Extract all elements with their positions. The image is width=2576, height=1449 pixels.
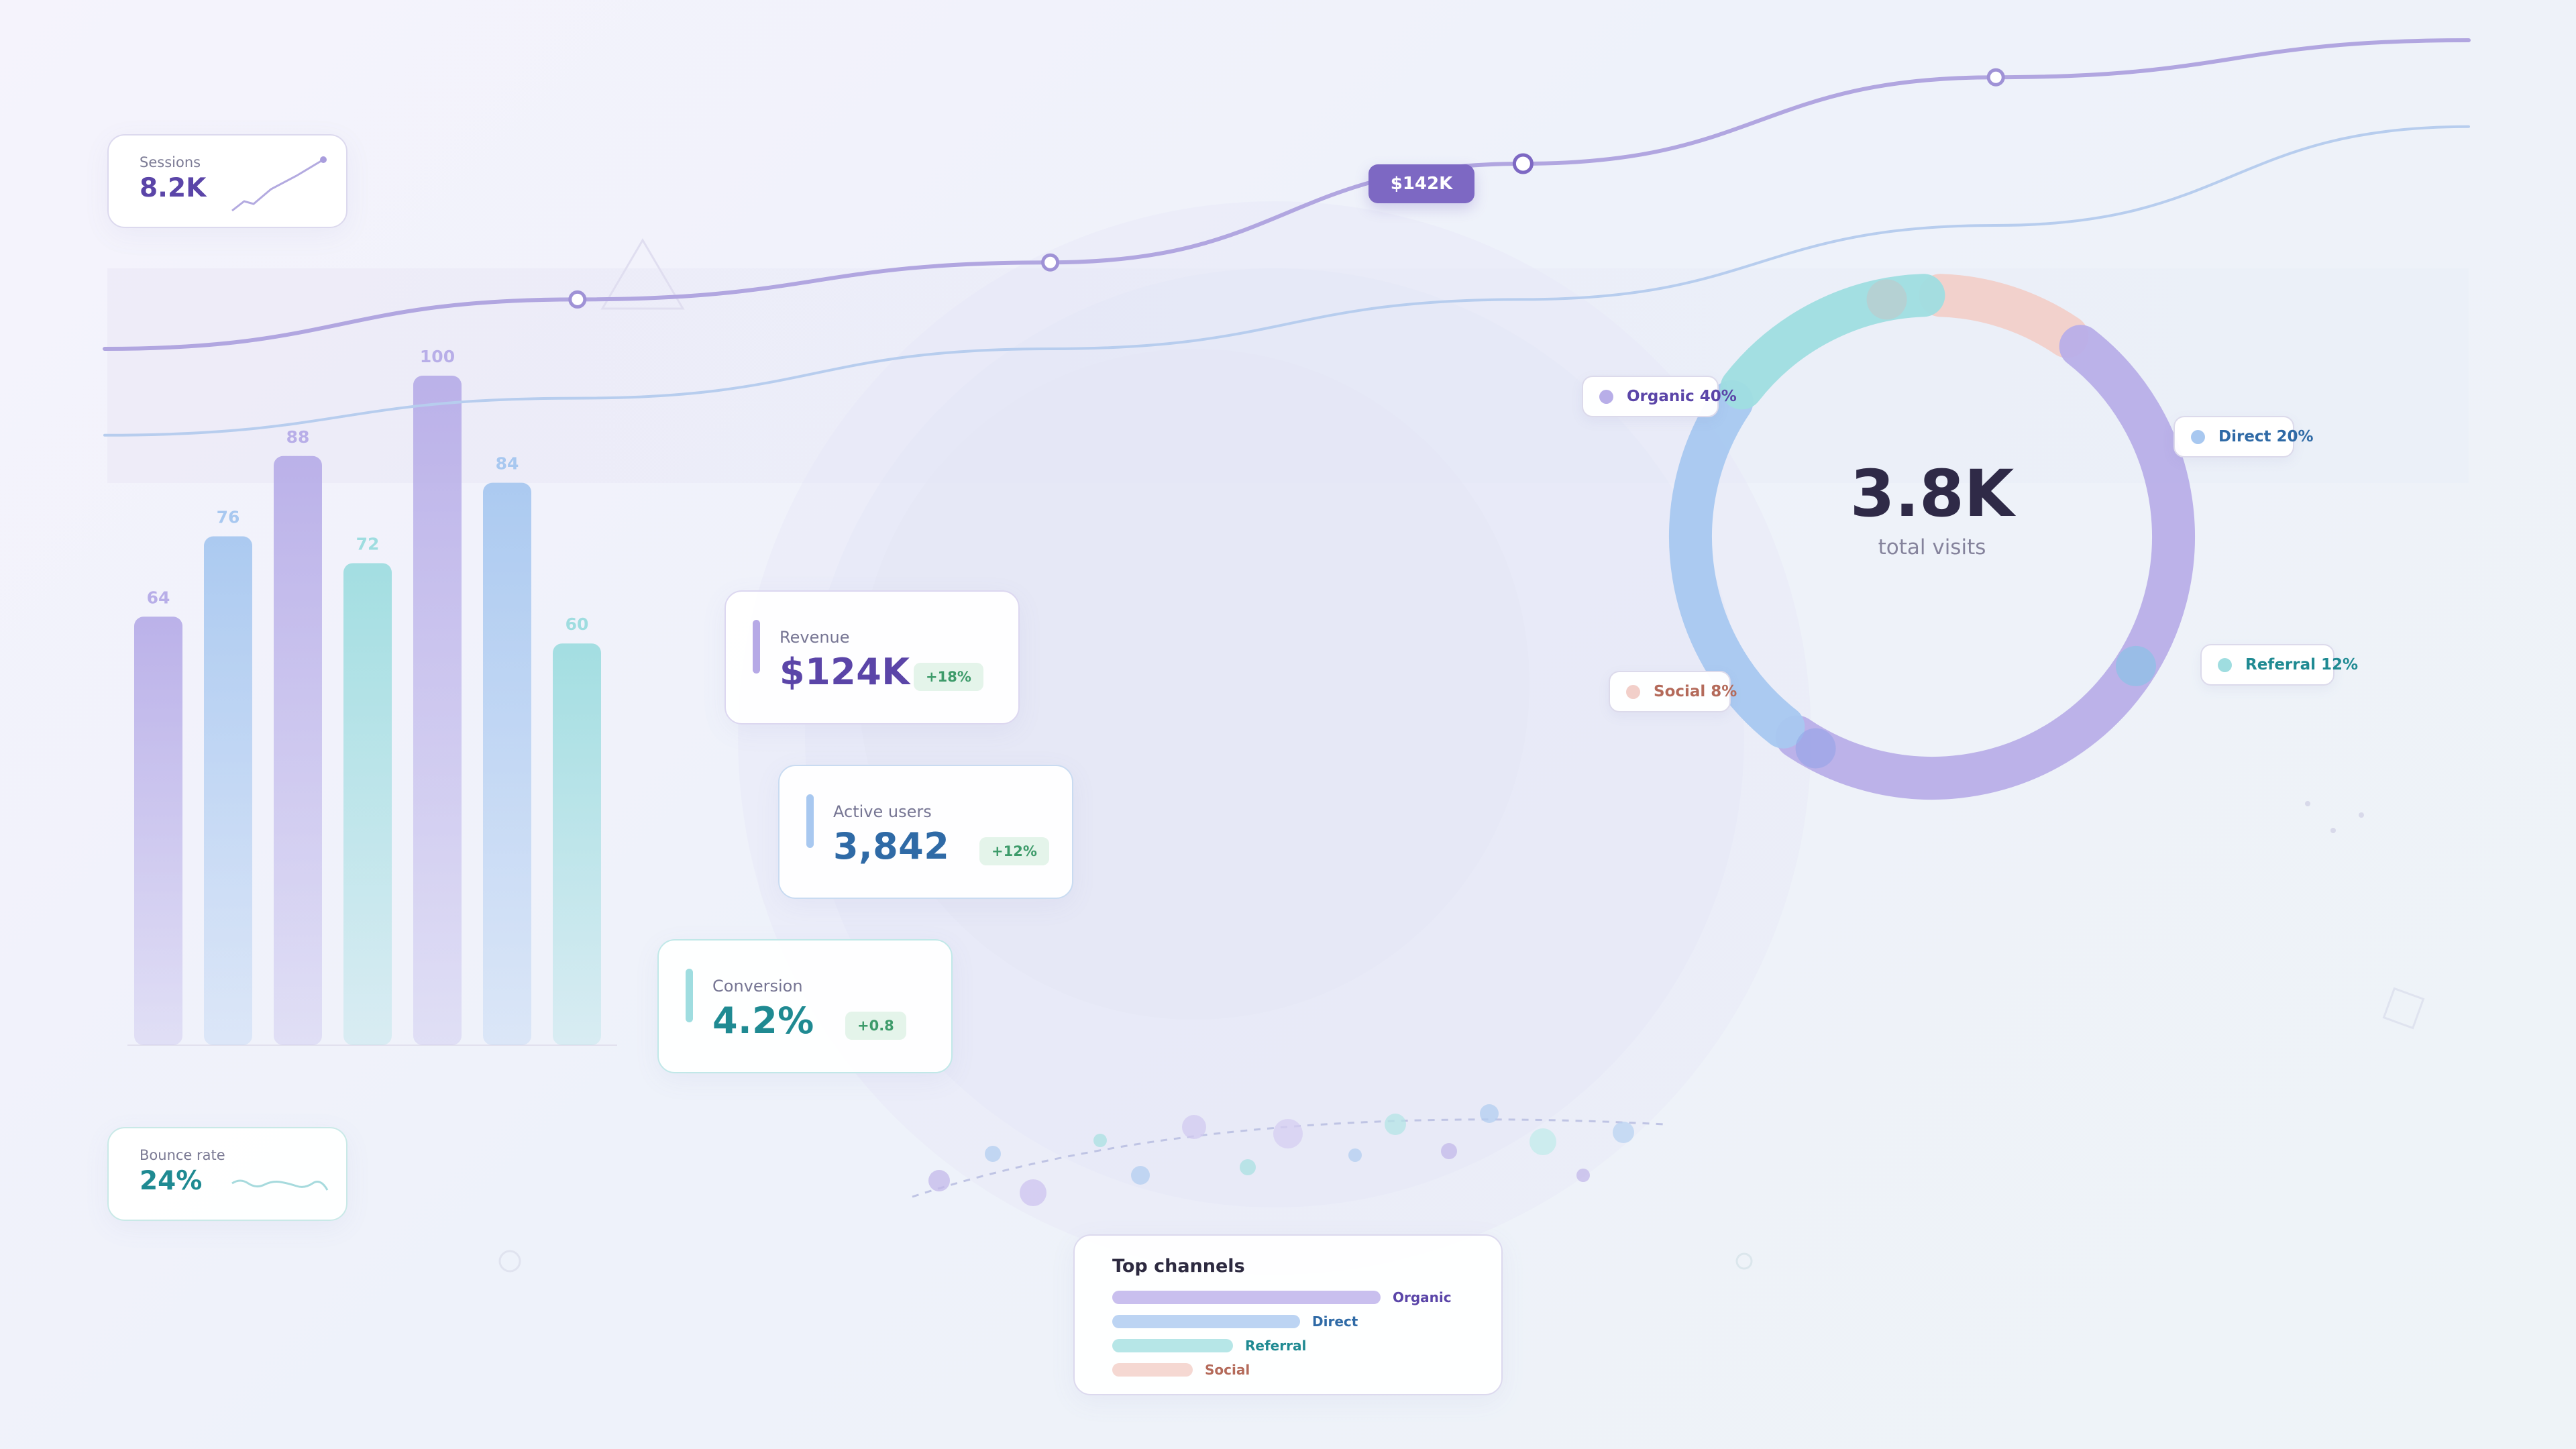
scatter-point bbox=[1385, 1114, 1406, 1135]
line-point[interactable] bbox=[568, 290, 587, 309]
line-point[interactable] bbox=[1986, 68, 2005, 87]
bar[interactable] bbox=[483, 482, 531, 1045]
top-channels-card: Top channels Organic Direct Referral Soc… bbox=[1073, 1234, 1503, 1395]
bar[interactable] bbox=[274, 455, 322, 1045]
series-line bbox=[103, 38, 2471, 351]
scatter-point bbox=[1093, 1134, 1107, 1147]
channel-label: Direct bbox=[1312, 1313, 1358, 1330]
scatter-point bbox=[1576, 1169, 1590, 1182]
scatter-point bbox=[985, 1146, 1001, 1162]
series-line bbox=[103, 125, 2470, 437]
bar[interactable] bbox=[553, 643, 601, 1045]
bar[interactable] bbox=[343, 563, 392, 1045]
channel-bar bbox=[1112, 1315, 1300, 1328]
donut-joint-accent bbox=[1795, 728, 1836, 769]
bar-value-label: 88 bbox=[286, 427, 310, 447]
active-users-label: Active users bbox=[833, 802, 932, 821]
revenue-point-tooltip: $142K bbox=[1368, 164, 1474, 203]
channel-label: Referral bbox=[1245, 1338, 1307, 1354]
scatter-point bbox=[1020, 1179, 1046, 1206]
organic-dot-icon bbox=[1599, 389, 1613, 404]
bounce-rate-label: Bounce rate bbox=[140, 1147, 225, 1163]
bounce-rate-sparkline-icon bbox=[231, 1179, 329, 1191]
donut-center-value: 3.8K bbox=[1849, 456, 2015, 531]
bar[interactable] bbox=[204, 536, 252, 1045]
sessions-label: Sessions bbox=[140, 154, 201, 170]
bar-value-label: 60 bbox=[566, 614, 589, 634]
sessions-card: Sessions 8.2K bbox=[107, 134, 347, 228]
channel-row[interactable]: Referral bbox=[1112, 1338, 1306, 1354]
scatter-point bbox=[1240, 1159, 1256, 1175]
scatter-point bbox=[1182, 1115, 1206, 1139]
bounce-rate-card: Bounce rate 24% bbox=[107, 1127, 347, 1221]
donut-center-label: total visits bbox=[1878, 535, 1986, 559]
scatter-point bbox=[1613, 1122, 1634, 1143]
revenue-value: $124K bbox=[780, 651, 910, 693]
direct-dot-icon bbox=[2191, 429, 2205, 444]
channel-label: Organic bbox=[1393, 1289, 1452, 1305]
conversion-card: Conversion 4.2% +0.8 bbox=[657, 939, 953, 1073]
scatter-trend-line bbox=[912, 1118, 1664, 1198]
conversion-accent bbox=[686, 969, 693, 1022]
scatter-point bbox=[1529, 1128, 1556, 1155]
scatter-point bbox=[1441, 1143, 1457, 1159]
channel-label: Social bbox=[1205, 1362, 1250, 1378]
conversion-value: 4.2% bbox=[712, 1000, 814, 1042]
legend-direct[interactable]: Direct 20% bbox=[2174, 416, 2314, 458]
scatter-point bbox=[1273, 1119, 1303, 1148]
channel-row[interactable]: Direct bbox=[1112, 1313, 1358, 1330]
bar-value-label: 84 bbox=[496, 454, 519, 474]
sessions-value: 8.2K bbox=[140, 173, 207, 203]
revenue-accent bbox=[753, 620, 760, 674]
donut-joint-accent bbox=[1866, 279, 1907, 320]
revenue-delta-badge: +18% bbox=[914, 663, 983, 691]
active-users-value: 3,842 bbox=[833, 825, 950, 867]
bar-value-label: 64 bbox=[147, 588, 170, 607]
channel-row[interactable]: Social bbox=[1112, 1362, 1250, 1378]
channel-row[interactable]: Organic bbox=[1112, 1289, 1452, 1305]
line-point[interactable] bbox=[1512, 153, 1534, 174]
legend-organic[interactable]: Organic 40% bbox=[1582, 376, 1737, 417]
scatter-point bbox=[928, 1170, 950, 1191]
channel-bar bbox=[1112, 1339, 1233, 1352]
sessions-sparkline-icon bbox=[231, 156, 327, 212]
bar-value-label: 100 bbox=[420, 347, 455, 366]
donut-joint-accent bbox=[2115, 645, 2156, 686]
donut-slice[interactable] bbox=[1669, 380, 1805, 749]
active-users-delta-badge: +12% bbox=[979, 837, 1049, 865]
conversion-delta-badge: +0.8 bbox=[845, 1012, 906, 1040]
revenue-label: Revenue bbox=[780, 628, 850, 647]
active-users-accent bbox=[806, 794, 814, 848]
line-chart bbox=[103, 38, 2471, 437]
scatter-decor bbox=[912, 1104, 1664, 1206]
legend-direct-label: Direct 20% bbox=[2218, 428, 2314, 445]
scatter-point bbox=[1480, 1104, 1499, 1123]
top-channels-title: Top channels bbox=[1112, 1256, 1245, 1277]
social-dot-icon bbox=[1626, 684, 1640, 699]
bounce-rate-value: 24% bbox=[140, 1166, 203, 1196]
channel-bar bbox=[1112, 1363, 1193, 1377]
bar[interactable] bbox=[413, 376, 462, 1045]
legend-referral[interactable]: Referral 12% bbox=[2200, 644, 2358, 686]
bar[interactable] bbox=[134, 616, 182, 1045]
scatter-point bbox=[1348, 1148, 1362, 1162]
legend-social-label: Social 8% bbox=[1654, 683, 1737, 700]
legend-social[interactable]: Social 8% bbox=[1609, 671, 1737, 712]
donut-slice[interactable] bbox=[1919, 274, 2089, 358]
channel-bar bbox=[1112, 1291, 1381, 1304]
bar-value-label: 72 bbox=[356, 534, 380, 553]
revenue-card: Revenue $124K +18% bbox=[724, 590, 1020, 724]
legend-referral-label: Referral 12% bbox=[2245, 656, 2359, 674]
referral-dot-icon bbox=[2218, 657, 2232, 672]
scatter-point bbox=[1131, 1166, 1150, 1185]
bar-value-label: 76 bbox=[217, 508, 240, 527]
legend-organic-label: Organic 40% bbox=[1627, 388, 1737, 405]
donut-chart bbox=[1669, 274, 2195, 800]
active-users-card: Active users 3,842 +12% bbox=[778, 765, 1073, 899]
background-decor bbox=[107, 201, 2469, 1275]
bar-chart: 64 76 88 72 100 84 60 bbox=[127, 347, 617, 1046]
line-point[interactable] bbox=[1041, 253, 1060, 272]
conversion-label: Conversion bbox=[712, 977, 803, 996]
